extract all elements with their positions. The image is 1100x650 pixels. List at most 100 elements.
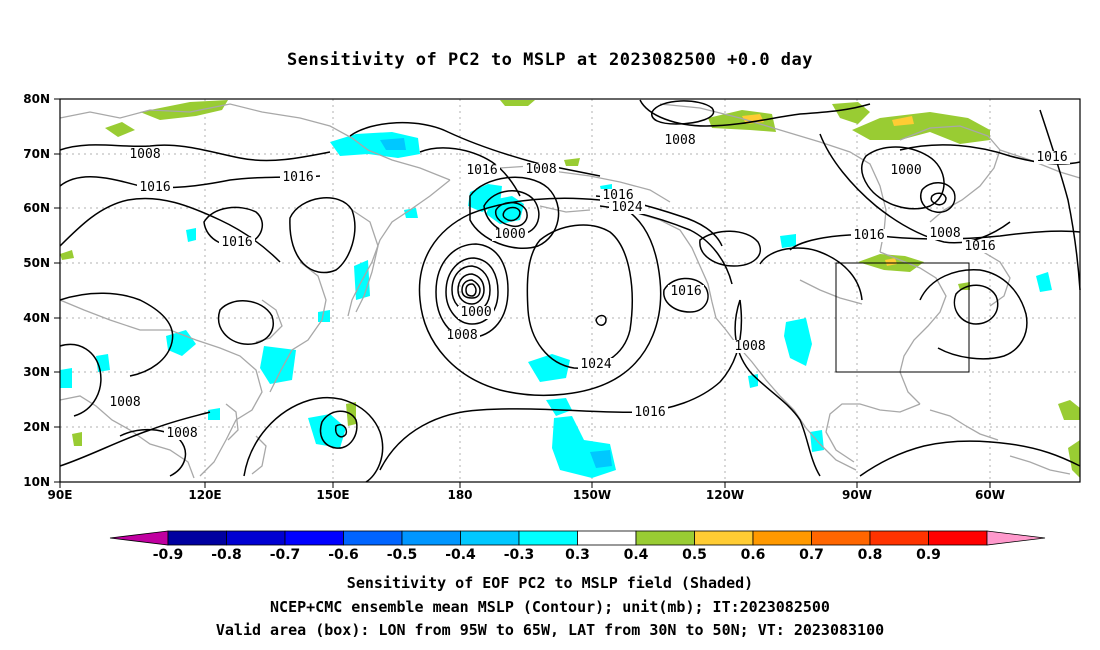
shade-negative-strong	[590, 450, 612, 468]
coastline-east-us	[879, 251, 947, 405]
isobar-1016-core	[334, 423, 348, 438]
coastline-china	[59, 299, 263, 477]
shade-positive-high	[892, 116, 914, 126]
contour-label: 1016	[221, 235, 252, 250]
contour-label-bg	[578, 358, 614, 371]
coastline-aleutians	[539, 205, 591, 213]
isobar-1008	[469, 176, 560, 250]
contour-label-bg	[458, 306, 494, 319]
isobar-968	[465, 283, 477, 297]
colorbar-label: -0.5	[387, 547, 418, 563]
colorbar-label: -0.8	[211, 547, 242, 563]
colorbar: -0.9 -0.8 -0.7 -0.6 -0.5 -0.4 -0.3 0.3 0.4 0.5 0.6…	[109, 530, 1046, 563]
lat-label: 80N	[23, 92, 50, 106]
shade-negative	[318, 310, 330, 322]
colorbar-swatch	[694, 530, 754, 546]
contour-label-bg	[127, 148, 163, 161]
isobar-1016	[759, 247, 863, 301]
coastline-japan-korea	[269, 261, 327, 393]
colorbar-label: -0.7	[270, 547, 301, 563]
contour-label: 1016	[602, 188, 633, 203]
shade-positive	[958, 282, 970, 290]
coastline-caribbean	[929, 409, 999, 441]
shade-positive	[1068, 440, 1080, 478]
colorbar-swatch	[284, 530, 344, 546]
isobar-984	[502, 206, 521, 222]
coastline-kamchatka	[347, 179, 451, 317]
isobar-1000	[445, 257, 499, 325]
colorbar-swatch	[752, 530, 812, 546]
contour-label-bg	[732, 340, 768, 353]
lon-label: 150W	[573, 488, 611, 502]
colorbar-swatch	[460, 530, 520, 546]
contour-label-bg	[464, 164, 500, 177]
coastline-okhotsk	[351, 209, 379, 313]
colorbar-label: 0.7	[799, 547, 824, 563]
shade-positive	[832, 102, 870, 124]
lon-label: 60W	[975, 488, 1005, 502]
coastline-siberia	[59, 103, 451, 181]
isobar-1016	[59, 197, 281, 263]
isobar-1008	[59, 144, 331, 162]
contour-label-bg	[492, 228, 528, 241]
shade-positive	[852, 112, 990, 144]
isobar-1016	[217, 300, 275, 345]
shade-negative	[208, 408, 220, 420]
colorbar-label: 0.8	[858, 547, 883, 563]
colorbar-swatch	[518, 530, 578, 546]
shade-negative	[784, 318, 812, 366]
lat-label: 50N	[23, 256, 50, 270]
contour-label: 1016	[1036, 150, 1067, 165]
isobar-1016	[243, 397, 384, 483]
contour-label-bg	[137, 181, 173, 194]
caption-line-2: NCEP+CMC ensemble mean MSLP (Contour); u…	[270, 598, 830, 616]
shade-positive	[140, 100, 228, 120]
isobar-1016	[663, 277, 709, 313]
colorbar-high-end	[986, 530, 1046, 546]
contour-label: 1008	[129, 147, 160, 162]
isobar-1016	[919, 269, 1028, 360]
contour-label: 1008	[166, 426, 197, 441]
shade-negative	[186, 228, 196, 242]
contour-label-bg	[523, 163, 559, 176]
contour-label: 1008	[446, 328, 477, 343]
contour-label-bg	[851, 229, 887, 242]
contour-label: 1016	[634, 405, 665, 420]
coastline-newfoundland	[979, 249, 1011, 307]
shade-positive	[1058, 400, 1080, 420]
colorbar-swatch	[928, 530, 988, 546]
lon-label: 150E	[316, 488, 349, 502]
lon-label: 180	[447, 488, 472, 502]
lon-label: 120E	[188, 488, 221, 502]
isobar-1016	[699, 230, 761, 267]
isobar-992	[930, 192, 947, 206]
isobar-1000	[651, 100, 715, 125]
contour-label-bg	[600, 189, 636, 202]
contour-label-bg	[1034, 151, 1070, 164]
caption-line-1: Sensitivity of EOF PC2 to MSLP field (Sh…	[346, 574, 754, 592]
contour-label-bg	[962, 240, 998, 253]
contour-label: 1016	[139, 180, 170, 195]
contour-label-bg	[927, 227, 963, 240]
shade-negative	[404, 208, 418, 218]
coastline-arctic-canada	[659, 103, 887, 253]
shade-positive	[72, 432, 82, 446]
contour-label-bg	[444, 329, 480, 342]
shade-positive	[500, 100, 535, 106]
isobar-1016	[379, 299, 743, 471]
colorbar-label: 0.6	[741, 547, 766, 563]
lon-label: 120W	[706, 488, 744, 502]
lat-label: 10N	[23, 475, 50, 489]
lat-label: 70N	[23, 147, 50, 161]
shade-positive-high	[885, 258, 897, 266]
shade-positive	[564, 158, 580, 166]
contour-label: 1016	[466, 163, 497, 178]
lat-label: 30N	[23, 365, 50, 379]
contour-label-bg	[164, 427, 200, 440]
contour-label-bg	[668, 285, 704, 298]
contour-label: 1008	[664, 133, 695, 148]
contour-label: 1008	[734, 339, 765, 354]
isobar-1016	[289, 197, 356, 274]
contour-label-bg	[632, 406, 668, 419]
